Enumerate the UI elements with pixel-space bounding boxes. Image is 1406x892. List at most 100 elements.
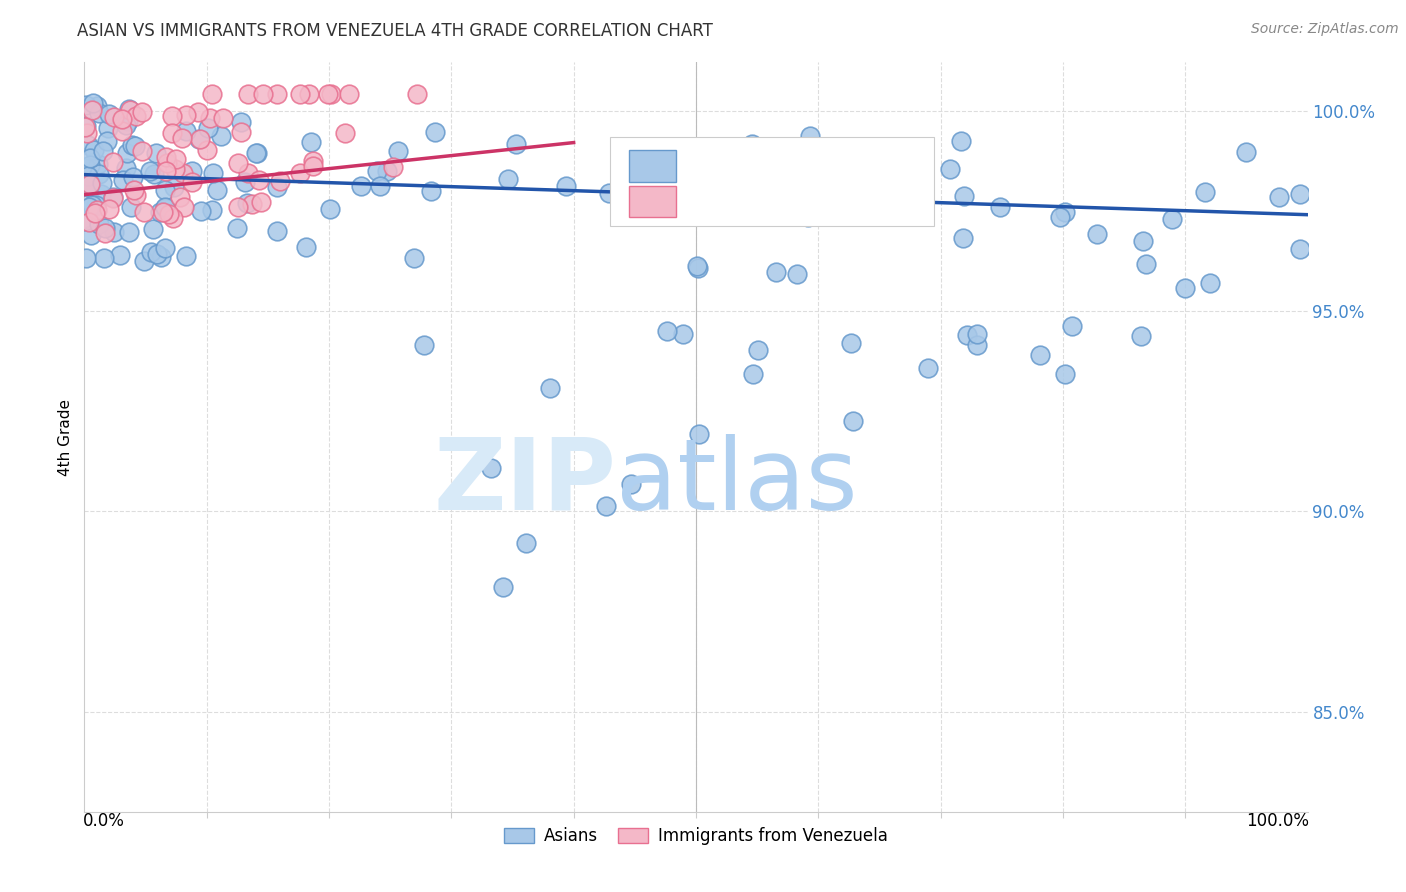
Point [125, 187, 148, 202]
Point [381, 160, 404, 174]
Text: 0.297: 0.297 [751, 190, 808, 209]
Point [131, 144, 153, 158]
Point [111, 124, 134, 138]
Point [93, 252, 115, 266]
Point [87, 157, 110, 171]
Point [209, 128, 232, 143]
Point [498, 172, 520, 186]
Point [1289, 186, 1312, 201]
Point [145, 145, 167, 160]
Point [225, 220, 247, 235]
Point [250, 195, 273, 210]
Point [110, 248, 132, 262]
Point [778, 195, 800, 210]
Point [333, 126, 356, 140]
Point [173, 200, 195, 214]
Point [139, 164, 162, 178]
Point [405, 87, 427, 102]
Point [824, 170, 846, 185]
Point [124, 138, 146, 153]
Point [157, 206, 180, 220]
Point [1049, 210, 1071, 224]
Point [153, 200, 176, 214]
Legend: Asians, Immigrants from Venezuela: Asians, Immigrants from Venezuela [498, 821, 894, 852]
Point [80, 103, 103, 118]
Point [160, 126, 183, 140]
Point [79, 177, 101, 191]
Point [80, 198, 103, 212]
FancyBboxPatch shape [610, 137, 935, 226]
Text: 148: 148 [880, 155, 917, 173]
Point [620, 477, 643, 491]
Point [163, 161, 186, 176]
Point [1132, 234, 1154, 248]
Point [153, 241, 176, 255]
Point [115, 161, 138, 176]
Point [77, 200, 100, 214]
Point [247, 173, 270, 187]
Point [96, 134, 118, 148]
Point [84, 206, 107, 220]
Point [238, 166, 260, 180]
Point [132, 253, 155, 268]
Point [1267, 190, 1289, 204]
Point [252, 87, 274, 102]
Point [1194, 186, 1216, 200]
Point [1053, 204, 1076, 219]
Point [212, 112, 235, 126]
Point [90, 186, 112, 201]
Point [1053, 368, 1076, 382]
Point [797, 210, 820, 224]
Point [190, 203, 212, 218]
Point [952, 230, 974, 244]
Point [747, 343, 769, 357]
Point [117, 113, 139, 128]
Point [79, 177, 101, 191]
Point [89, 167, 111, 181]
Point [515, 536, 537, 550]
Point [231, 114, 253, 128]
Point [83, 143, 105, 157]
Point [118, 103, 141, 117]
Point [231, 126, 253, 140]
Point [174, 249, 197, 263]
Point [832, 206, 855, 220]
Point [207, 183, 229, 197]
Point [201, 165, 224, 179]
Point [266, 224, 288, 238]
Point [76, 138, 98, 153]
Point [101, 190, 124, 204]
Point [152, 205, 174, 219]
Point [149, 250, 172, 264]
Point [956, 328, 979, 343]
Point [132, 205, 155, 219]
Point [966, 338, 988, 352]
Point [1062, 318, 1084, 333]
Point [197, 121, 219, 136]
Point [402, 251, 425, 265]
Point [1135, 257, 1157, 271]
Point [180, 164, 202, 178]
Point [233, 175, 256, 189]
Point [1029, 348, 1052, 362]
Point [155, 183, 177, 197]
Point [290, 166, 312, 180]
Point [799, 129, 821, 144]
Point [91, 144, 114, 158]
Point [165, 152, 187, 166]
Point [266, 180, 288, 194]
Point [103, 191, 125, 205]
Point [131, 105, 153, 120]
Point [114, 118, 136, 132]
Point [686, 261, 709, 276]
Point [75, 251, 97, 265]
Point [1174, 281, 1197, 295]
Point [201, 87, 224, 102]
Point [84, 198, 107, 212]
Point [118, 102, 141, 116]
Point [75, 161, 97, 176]
Point [149, 204, 172, 219]
Point [350, 179, 373, 194]
Point [236, 196, 259, 211]
Point [176, 108, 198, 122]
